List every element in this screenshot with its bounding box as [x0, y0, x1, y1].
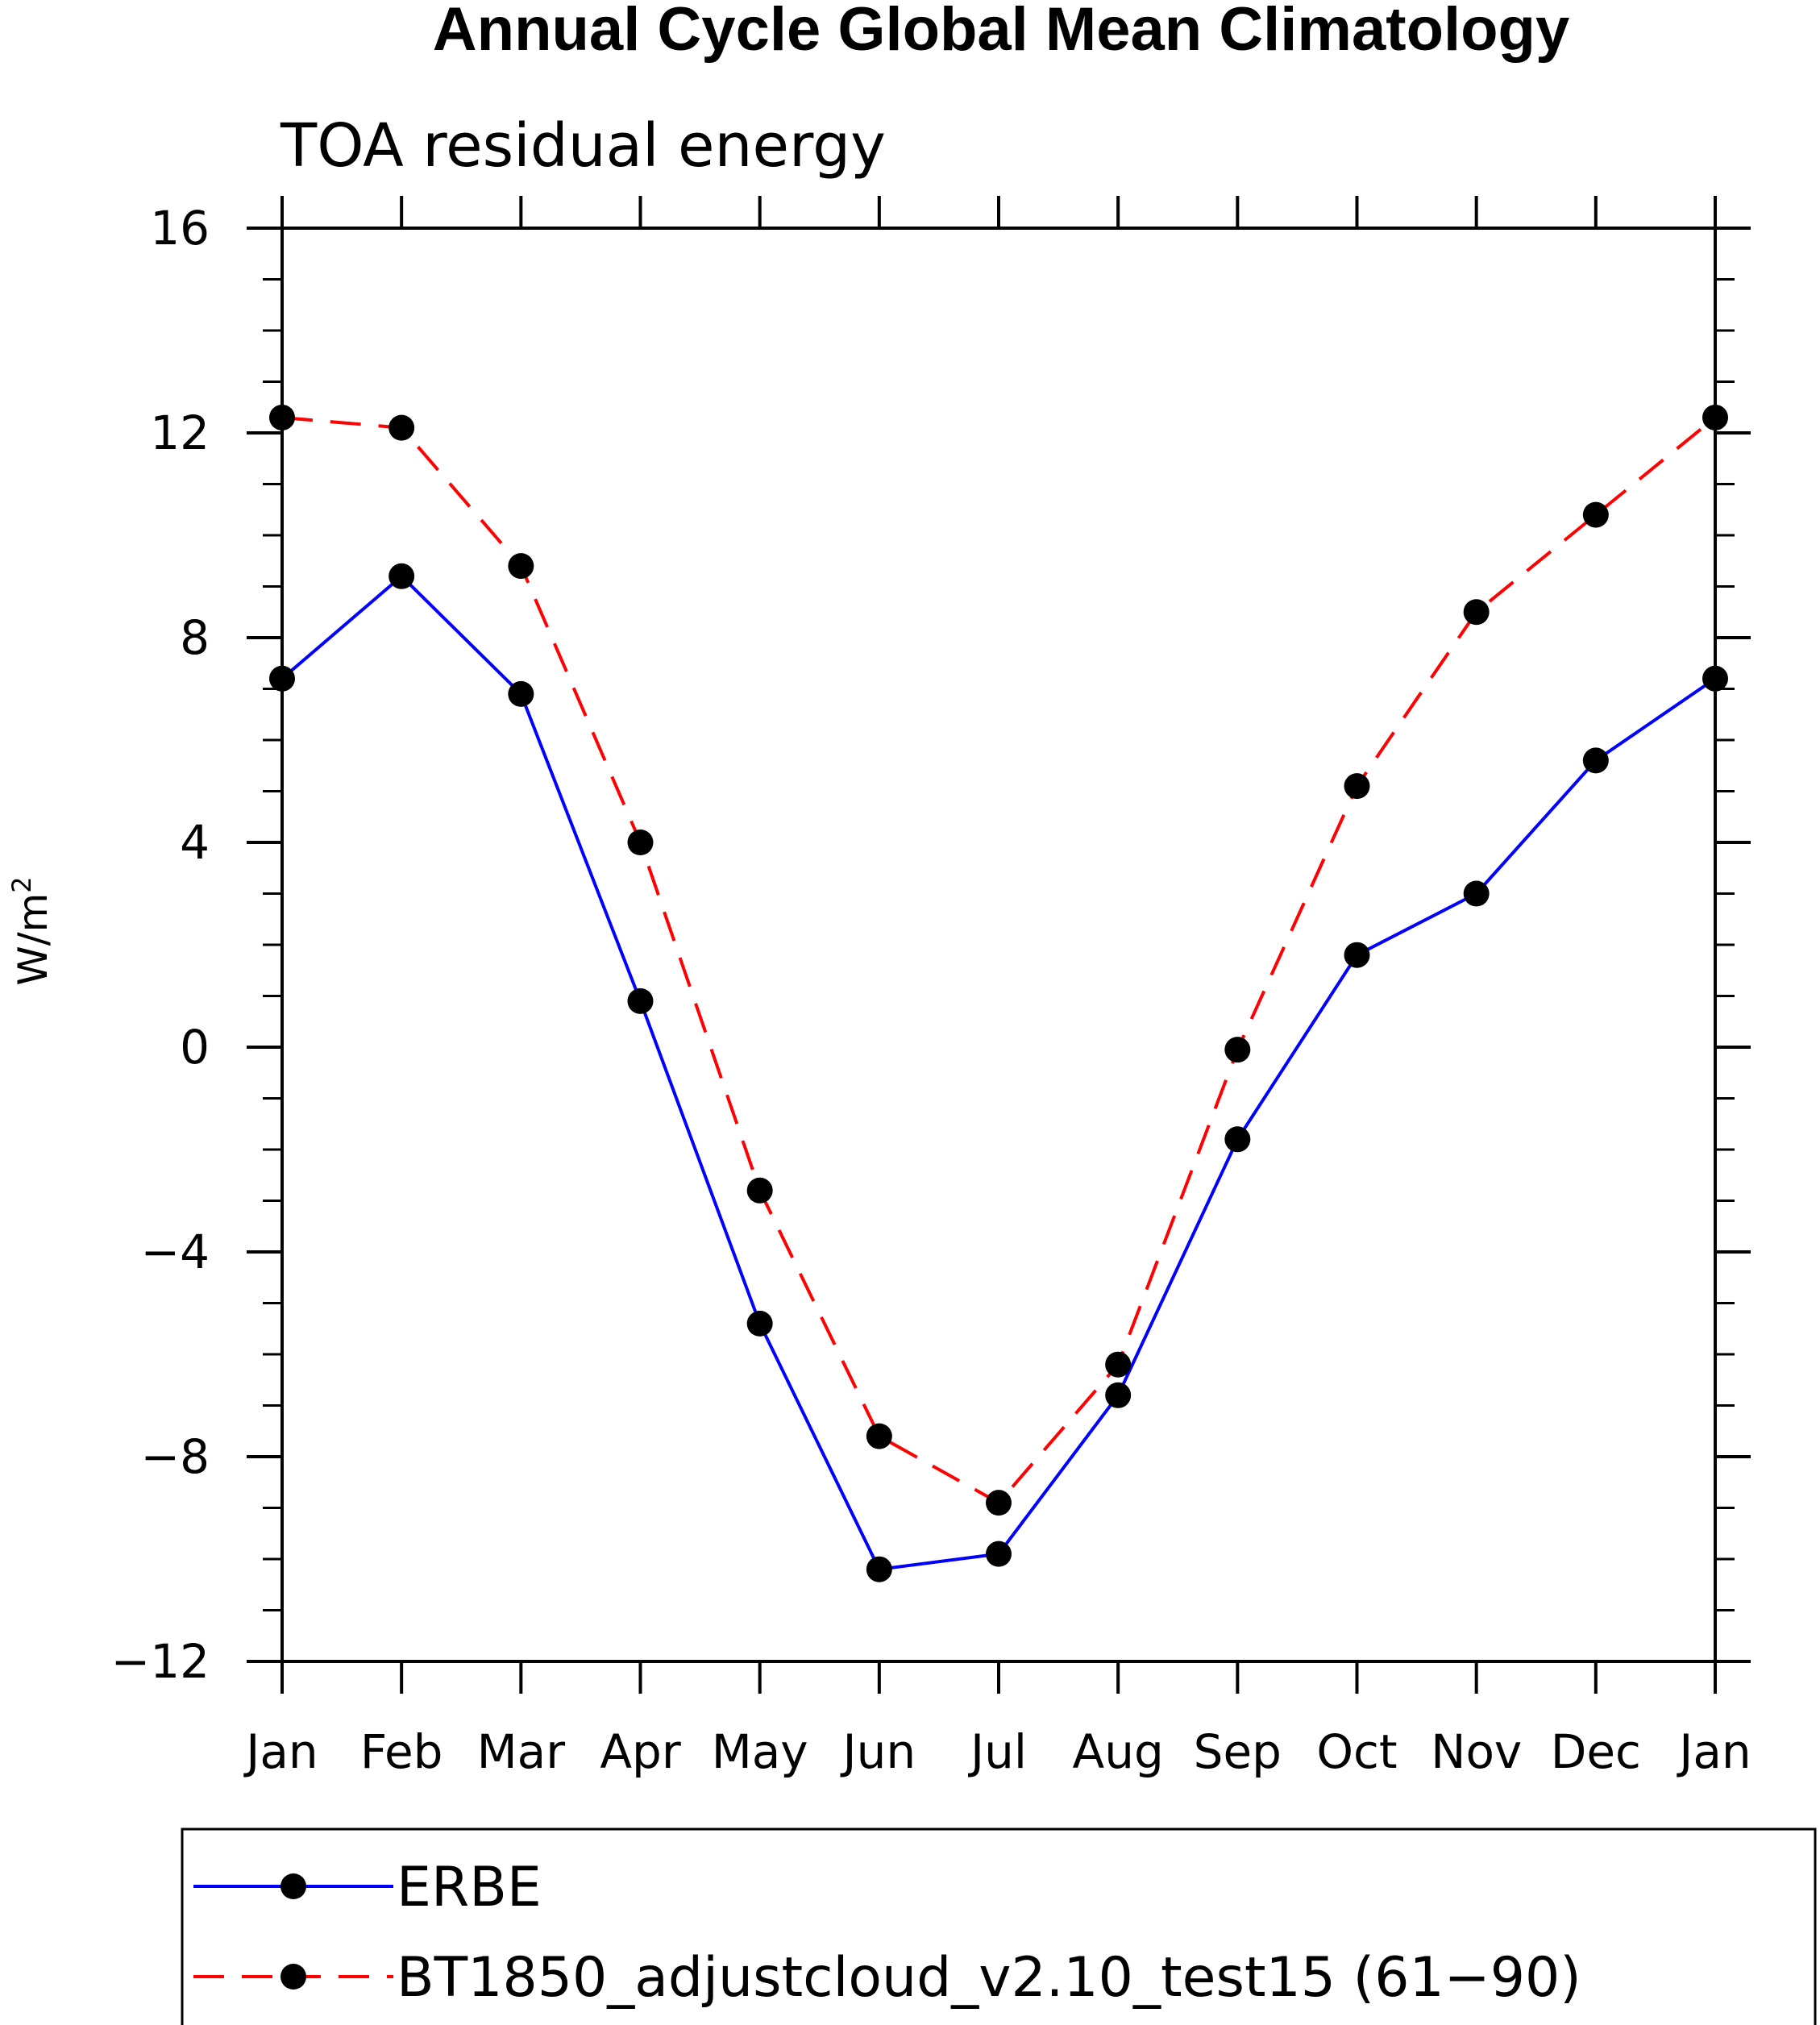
tick-labels: Jan Feb Mar Apr May Jun Jul Aug Sep Oct Nov Dec Jan−… [111, 201, 1751, 1779]
data-point-1 [1344, 773, 1370, 800]
data-point-0 [986, 1541, 1012, 1567]
data-point-0 [746, 1310, 773, 1337]
plot-frame [280, 227, 1717, 1663]
data-point-0 [508, 680, 534, 707]
data-point-1 [986, 1490, 1012, 1516]
y-tick-label: −12 [111, 1634, 210, 1689]
y-tick-label: 16 [150, 201, 210, 256]
y-tick-label: 0 [180, 1020, 210, 1075]
y-tick-label: 12 [150, 405, 210, 460]
x-tick-label: Jan [243, 1724, 318, 1779]
data-point-0 [1344, 942, 1370, 968]
data-point-1 [1224, 1037, 1251, 1063]
data-point-0 [1463, 880, 1490, 907]
y-axis-label-base: W/m [10, 893, 56, 986]
data-point-1 [508, 553, 534, 580]
y-axis-label: W/m2 [6, 876, 56, 985]
legend: ERBE BT1850_adjustcloud_v2.10_test15 (61−… [181, 1827, 1817, 2025]
data-point-0 [627, 988, 654, 1014]
x-tick-label: May [712, 1724, 808, 1779]
data-point-1 [1105, 1351, 1132, 1378]
data-point-0 [1105, 1382, 1132, 1408]
data-point-0 [866, 1556, 892, 1582]
x-tick-label: Aug [1073, 1724, 1164, 1779]
axis-ticks [247, 196, 1751, 1694]
y-axis-label-superscript: 2 [6, 876, 37, 892]
y-tick-label: −8 [141, 1429, 210, 1484]
data-point-1 [627, 830, 654, 855]
legend-label-1: BT1850_adjustcloud_v2.10_test15 (61−90) [397, 1946, 1581, 2010]
y-tick-label: −4 [141, 1225, 210, 1279]
x-tick-label: Apr [600, 1724, 680, 1779]
data-point-1 [866, 1423, 892, 1449]
data-point-1 [389, 414, 415, 441]
y-tick-label: 4 [180, 815, 210, 870]
data-point-0 [389, 563, 415, 589]
legend-items: ERBE BT1850_adjustcloud_v2.10_test15 (61−… [193, 1856, 1581, 2010]
x-tick-label: Sep [1194, 1724, 1282, 1779]
data-point-1 [1463, 599, 1490, 626]
series-line-1 [281, 415, 1717, 1505]
y-tick-label: 8 [180, 610, 210, 665]
chart-subtitle: TOA residual energy [280, 111, 886, 181]
data-point-0 [1582, 747, 1609, 774]
legend-marker-1 [280, 1964, 306, 1990]
x-tick-label: Nov [1431, 1724, 1522, 1779]
data-point-1 [746, 1177, 773, 1204]
legend-label-0: ERBE [397, 1856, 542, 1919]
data-point-0 [1224, 1126, 1251, 1153]
data-point-1 [1582, 501, 1609, 528]
x-tick-label: Feb [360, 1724, 443, 1779]
x-tick-label: Oct [1316, 1724, 1397, 1779]
x-tick-label: Jan [1677, 1724, 1751, 1779]
x-tick-label: Jul [968, 1724, 1027, 1779]
legend-box [181, 1827, 1817, 2025]
x-tick-label: Mar [477, 1724, 566, 1779]
series-line-0 [280, 574, 1717, 1571]
x-tick-label: Dec [1551, 1724, 1641, 1779]
legend-marker-0 [280, 1873, 306, 1899]
series-layer [269, 404, 1728, 1582]
x-tick-label: Jun [841, 1724, 916, 1779]
chart-title: Annual Cycle Global Mean Climatology [433, 0, 1569, 64]
